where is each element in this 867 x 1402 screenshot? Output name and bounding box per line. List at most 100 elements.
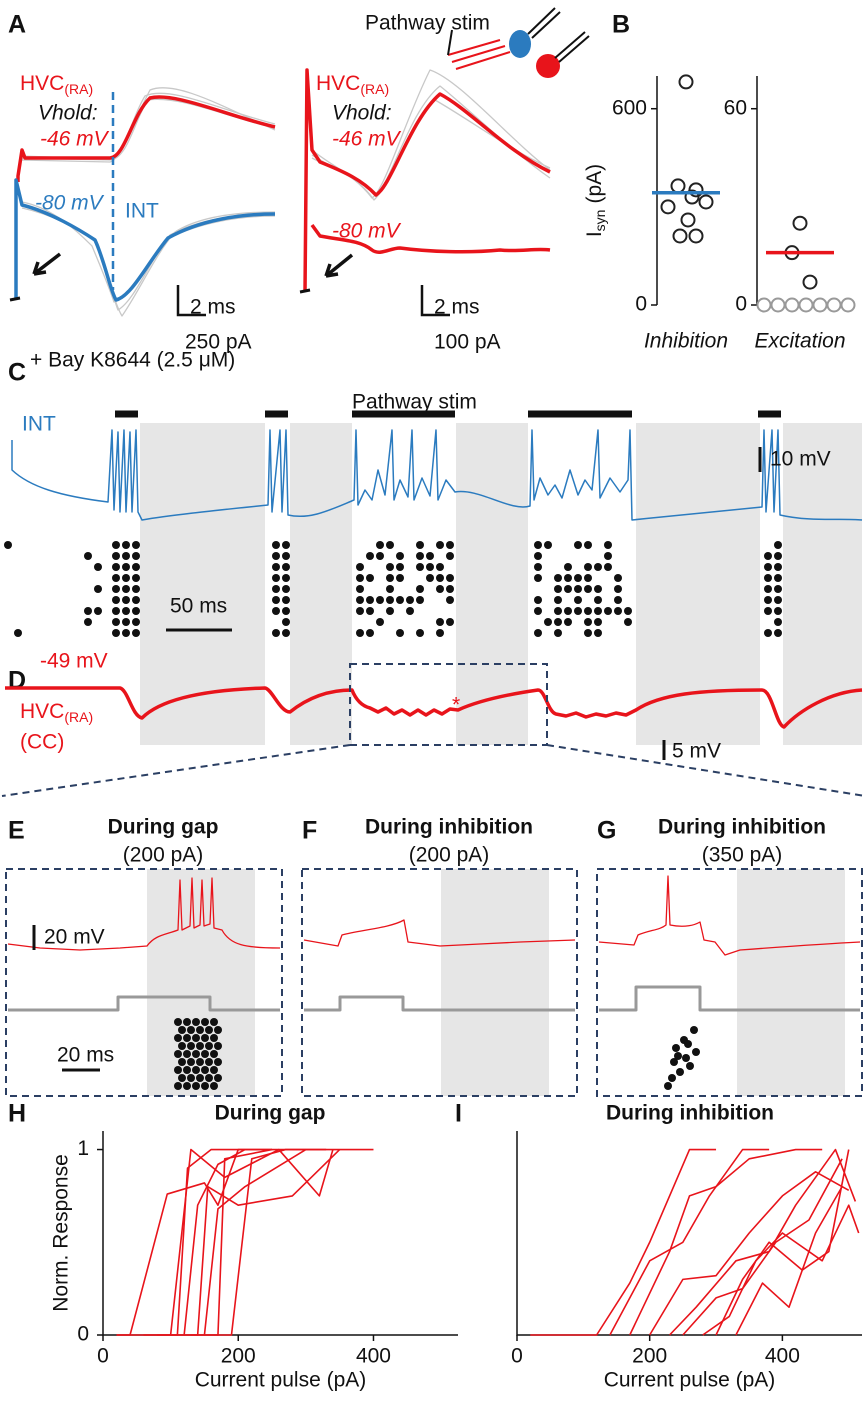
spike-dot (584, 629, 592, 637)
spike-dot (682, 1054, 690, 1062)
spike-dot (764, 563, 772, 571)
stim-tick (10, 298, 20, 300)
spike-dot (187, 1058, 195, 1066)
spike-dot (196, 1074, 204, 1082)
spike-dot (446, 574, 454, 582)
spike-dot (112, 585, 120, 593)
spike-dot (406, 596, 414, 604)
spike-dot (534, 629, 542, 637)
spike-dot (574, 585, 582, 593)
spike-dot (132, 585, 140, 593)
spike-dot (192, 1018, 200, 1026)
vhold-value: -80 mV (35, 192, 105, 215)
gap-shading (147, 869, 845, 1096)
spike-dot (4, 541, 12, 549)
spike-dot (196, 1042, 204, 1050)
spike-dot (446, 596, 454, 604)
spike-dot (426, 574, 434, 582)
spike-dot (356, 596, 364, 604)
scale-label: 100 pA (434, 331, 501, 354)
data-point (682, 213, 695, 226)
spike-dot (282, 552, 290, 560)
chart-title: During inhibition (606, 1102, 774, 1125)
response-line (716, 1150, 849, 1335)
scale-label: 50 ms (170, 595, 227, 618)
spike-dot (178, 1058, 186, 1066)
spike-dot (416, 585, 424, 593)
panel-subtitle: (200 pA) (409, 844, 490, 867)
spike-dot (132, 574, 140, 582)
data-point (672, 179, 685, 192)
response-line (157, 1150, 245, 1335)
spike-dot (554, 585, 562, 593)
spike-dot (544, 618, 552, 626)
spike-dot (201, 1082, 209, 1090)
arrow (34, 254, 60, 274)
spike-dot (764, 552, 772, 560)
x-tick-label: 200 (221, 1345, 256, 1368)
panel-letter: D (8, 667, 26, 695)
spike-dot (183, 1082, 191, 1090)
drug-label: + Bay K8644 (2.5 μM) (30, 349, 235, 372)
y-axis-label-unit: (pA) (583, 164, 606, 204)
spike-dot (436, 585, 444, 593)
spike-dot (366, 552, 374, 560)
spike-dot (676, 1068, 684, 1076)
panel-letter: F (302, 817, 317, 845)
spike-dot (122, 629, 130, 637)
spike-dot (436, 618, 444, 626)
spike-dot (604, 541, 612, 549)
spike-dot (210, 1050, 218, 1058)
spike-dot (214, 1074, 222, 1082)
spike-dot (668, 1074, 676, 1082)
spike-dot (672, 1044, 680, 1052)
spike-dot (272, 541, 280, 549)
spike-dot (594, 596, 602, 604)
spike-dot (396, 574, 404, 582)
spike-dot (112, 541, 120, 549)
vhold-value: -46 mV (332, 128, 402, 151)
spike-dot (774, 607, 782, 615)
spike-dot (272, 552, 280, 560)
spike-dot (376, 552, 384, 560)
spike-dot (356, 607, 364, 615)
spike-dot (192, 1066, 200, 1074)
vhold-value: -80 mV (332, 220, 402, 243)
spike-dot (187, 1026, 195, 1034)
panel-letter: G (597, 817, 616, 845)
spike-dot (604, 563, 612, 571)
spike-dot (594, 563, 602, 571)
stim-label: Pathway stim (365, 12, 490, 35)
spike-dot (774, 585, 782, 593)
spike-dot (686, 1062, 694, 1070)
spike-dot (416, 596, 424, 604)
spike-dot (282, 563, 290, 571)
spike-dot (14, 629, 22, 637)
spike-dot (674, 1052, 682, 1060)
spike-dot (594, 607, 602, 615)
data-point (786, 299, 799, 312)
spike-dot (574, 607, 582, 615)
spike-dot (122, 541, 130, 549)
spike-dot (174, 1050, 182, 1058)
spike-dot (174, 1082, 182, 1090)
spike-dot (584, 585, 592, 593)
spike-dot (386, 574, 394, 582)
spike-dot (386, 607, 394, 615)
spike-dot (436, 563, 444, 571)
spike-dot (183, 1018, 191, 1026)
spike-dot (406, 607, 414, 615)
spike-dot (192, 1050, 200, 1058)
spike-dot (122, 574, 130, 582)
cell-label: HVC(RA) (316, 72, 389, 97)
spike-dot (386, 585, 394, 593)
x-axis-label: Current pulse (pA) (604, 1369, 776, 1392)
axes (517, 1131, 862, 1335)
spike-dot (132, 629, 140, 637)
spike-dot (112, 596, 120, 604)
spike-dot (356, 585, 364, 593)
y-axis-label-sub: syn (592, 210, 608, 232)
spike-dot (282, 607, 290, 615)
data-point (814, 299, 827, 312)
spike-dot (764, 629, 772, 637)
